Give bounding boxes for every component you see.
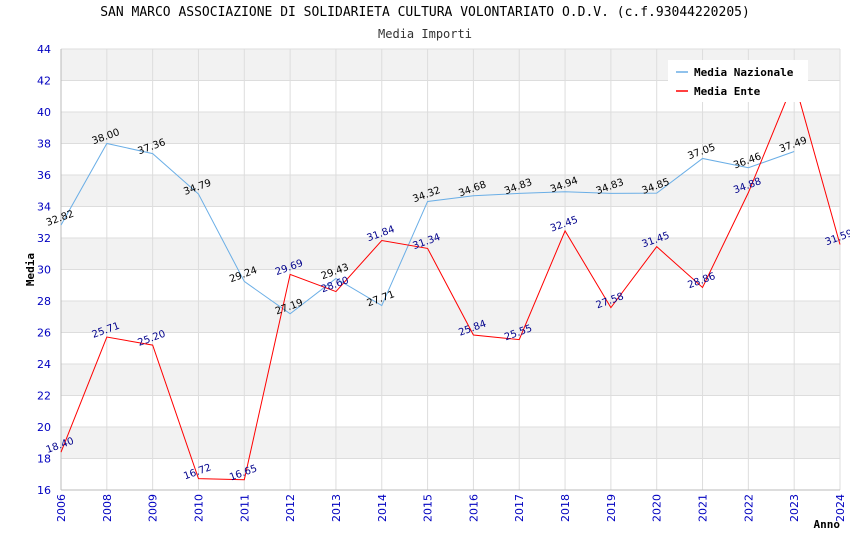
x-tick-label: 2023 [788, 494, 801, 522]
legend-box [668, 60, 808, 102]
grid-lines [60, 48, 841, 491]
data-label-ente: 32.45 [549, 214, 580, 234]
y-tick-label: 16 [37, 484, 51, 497]
y-tick-label: 44 [37, 43, 51, 56]
y-tick-labels: 16 18 20 22 24 26 28 30 32 34 36 38 40 42 44 [37, 43, 51, 497]
x-tick-label: 2017 [513, 494, 526, 522]
y-tick-label: 40 [37, 106, 51, 119]
x-tick-label: 2020 [651, 494, 664, 522]
grid-band [61, 364, 840, 396]
series-lines [60, 79, 841, 481]
legend-entry: Media Ente [694, 85, 761, 98]
grid-band [61, 238, 840, 270]
data-label-ente: 16.65 [228, 463, 259, 483]
grid-band [61, 112, 840, 144]
x-tick-label: 2015 [422, 494, 435, 522]
y-tick-label: 28 [37, 295, 51, 308]
x-tick-label: 2014 [376, 494, 389, 522]
x-tick-labels: 2006 2008 2009 2010 2011 2012 2013 2014 2015 2016… [55, 494, 847, 522]
y-tick-label: 42 [37, 75, 51, 88]
y-tick-label: 22 [37, 390, 51, 403]
x-tick-label: 2012 [284, 494, 297, 522]
grid-band [61, 301, 840, 333]
x-tick-label: 2010 [192, 494, 205, 522]
x-axis-label: Anno [814, 518, 841, 531]
y-tick-label: 34 [37, 201, 51, 214]
y-tick-label: 36 [37, 169, 51, 182]
x-tick-label: 2019 [605, 494, 618, 522]
x-tick-label: 2006 [55, 494, 68, 522]
y-tick-label: 24 [37, 358, 51, 371]
y-tick-label: 26 [37, 327, 51, 340]
y-tick-label: 18 [37, 453, 51, 466]
x-tick-label: 2008 [101, 494, 114, 522]
x-tick-label: 2022 [742, 494, 755, 522]
chart-title: SAN MARCO ASSOCIAZIONE DI SOLIDARIETA CU… [100, 5, 750, 20]
grid-bands [61, 49, 840, 459]
x-tick-label: 2016 [467, 494, 480, 522]
series-line-media-ente [60, 79, 841, 481]
data-label-ente: 28.86 [686, 271, 717, 291]
grid-band [61, 427, 840, 459]
legend: Media Nazionale Media Ente [668, 60, 808, 102]
x-tick-label: 2024 [834, 494, 847, 522]
legend-entry: Media Nazionale [694, 66, 794, 79]
axes [60, 49, 840, 491]
x-tick-label: 2021 [697, 494, 710, 522]
y-tick-label: 20 [37, 421, 51, 434]
y-tick-label: 30 [37, 264, 51, 277]
x-tick-label: 2018 [559, 494, 572, 522]
x-tick-label: 2013 [330, 494, 343, 522]
y-tick-label: 38 [37, 138, 51, 151]
y-axis-label: Media [24, 253, 37, 286]
chart-subtitle: Media Importi [378, 27, 472, 41]
series-line-media-nazionale [60, 142, 795, 315]
y-tick-label: 32 [37, 232, 51, 245]
grid-band [61, 175, 840, 207]
x-tick-label: 2011 [238, 494, 251, 522]
x-tick-label: 2009 [147, 494, 160, 522]
